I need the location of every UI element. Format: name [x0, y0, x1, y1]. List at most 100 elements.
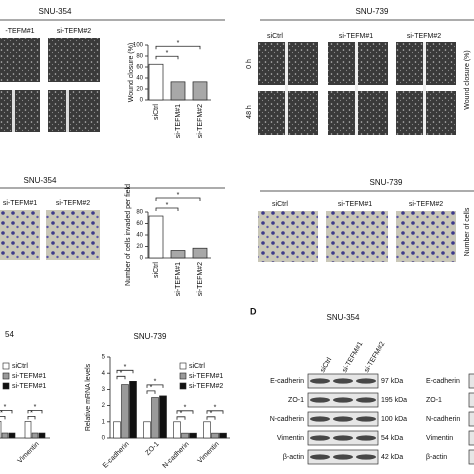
blot-band — [356, 416, 376, 422]
bar — [148, 63, 164, 101]
significance-bracket — [206, 416, 216, 420]
legend-label: siCtrl — [189, 363, 205, 370]
x-tick-label: E-cadherin — [102, 441, 131, 470]
bar — [219, 432, 227, 439]
panel-title: SNU-354 — [327, 313, 360, 322]
panel-title: SNU-354 — [39, 7, 72, 16]
significance-label: * — [177, 192, 180, 199]
blot-strip — [468, 449, 474, 465]
x-tick-label: si-TEFM#2 — [197, 262, 204, 296]
significance-label: * — [150, 385, 153, 392]
bar — [0, 421, 2, 439]
significance-bracket — [206, 410, 224, 414]
y-tick-label: 0 — [102, 436, 106, 442]
western-blot: D SNU-354 — [250, 306, 360, 322]
bar — [38, 432, 46, 439]
significance-bracket — [27, 410, 43, 414]
blot-band — [356, 397, 376, 403]
blot-strip — [468, 411, 474, 427]
blot-rows: E-cadherin 97 kDa ZO-1 195 kDa N-cadherin 100… — [270, 373, 474, 465]
significance-label: * — [166, 50, 169, 57]
protein-label: β-actin — [426, 454, 447, 461]
blot-band — [310, 454, 330, 460]
bar — [31, 432, 39, 439]
blot-band — [333, 378, 353, 384]
x-tick-label: siCtrl — [153, 104, 160, 120]
image-label: siCtrl — [267, 33, 283, 40]
blot-band — [333, 397, 353, 403]
x-tick-label: Vimentin — [17, 441, 41, 465]
image-label: si-TEFM#1 — [3, 200, 37, 207]
bar — [121, 384, 129, 439]
significance-bracket — [116, 375, 126, 380]
significance-label: * — [124, 364, 127, 371]
bar — [113, 421, 121, 439]
y-tick-label: 100 — [133, 43, 144, 49]
axis-label: Number of cells — [464, 207, 471, 256]
image-label: si-TEFM#2 — [409, 201, 443, 208]
x-tick-label: siCtrl — [153, 262, 160, 278]
protein-label: β-actin — [283, 454, 304, 461]
axis-label: Number of cells invaded per field — [125, 184, 132, 286]
size-label: 54 kDa — [381, 435, 403, 442]
row-label: 0 h — [246, 59, 253, 69]
legend-swatch — [179, 372, 187, 380]
panel-title: SNU-739 — [356, 7, 389, 16]
y-tick-label: 3 — [102, 387, 106, 393]
chart-title: 54 — [5, 330, 14, 339]
protein-label: Vimentin — [426, 435, 453, 442]
size-label: 42 kDa — [381, 454, 403, 461]
axis-label: Wound closure (%) — [128, 43, 135, 102]
bar — [24, 421, 32, 439]
protein-label: E-cadherin — [426, 378, 460, 385]
y-tick-label: 20 — [136, 87, 143, 93]
panel-title: SNU-739 — [370, 178, 403, 187]
lane-label: si-TEFM#1 — [341, 341, 364, 374]
significance-bracket — [0, 410, 13, 414]
blot-band — [333, 435, 353, 441]
y-tick-label: 1 — [102, 419, 106, 425]
size-label: 195 kDa — [381, 397, 407, 404]
y-tick-label: 80 — [136, 210, 143, 216]
y-tick-label: 40 — [136, 76, 143, 82]
blot-band — [310, 416, 330, 422]
y-tick-label: 0 — [140, 256, 144, 262]
bar — [148, 215, 164, 259]
protein-label: N-cadherin — [426, 416, 460, 423]
panel-title: SNU-354 — [24, 176, 57, 185]
significance-bracket — [146, 384, 164, 388]
legend-label: si-TEFM#2 — [189, 383, 223, 390]
significance-label: * — [30, 410, 33, 417]
significance-label: * — [120, 370, 123, 377]
y-tick-label: 60 — [136, 221, 143, 227]
axis-label: Wound closure (%) — [464, 50, 471, 109]
x-tick-label: si-TEFM#1 — [175, 262, 182, 296]
blot-band — [310, 435, 330, 441]
significance-label: * — [214, 405, 217, 412]
bar — [8, 432, 16, 439]
significance-label: * — [34, 404, 37, 411]
bar — [173, 421, 181, 439]
significance-label: * — [4, 404, 7, 411]
significance-bracket — [27, 416, 36, 420]
significance-label: * — [0, 410, 3, 417]
bar — [192, 247, 208, 259]
significance-bracket — [155, 45, 201, 50]
wound-354-images — [0, 38, 100, 132]
y-tick-label: 40 — [136, 233, 143, 239]
blot-strip — [468, 373, 474, 389]
protein-label: N-cadherin — [270, 416, 304, 423]
blot-strip — [468, 430, 474, 446]
blot-band — [333, 454, 353, 460]
image-label: si-TEFM#2 — [57, 28, 91, 35]
significance-label: * — [166, 202, 169, 209]
bar — [1, 432, 9, 439]
bar — [181, 432, 189, 439]
blot-band — [310, 397, 330, 403]
blot-band — [356, 435, 376, 441]
legend-swatch — [2, 362, 10, 370]
bar — [143, 421, 151, 439]
x-tick-label: si-TEFM#2 — [197, 104, 204, 138]
y-tick-label: 20 — [136, 244, 143, 250]
